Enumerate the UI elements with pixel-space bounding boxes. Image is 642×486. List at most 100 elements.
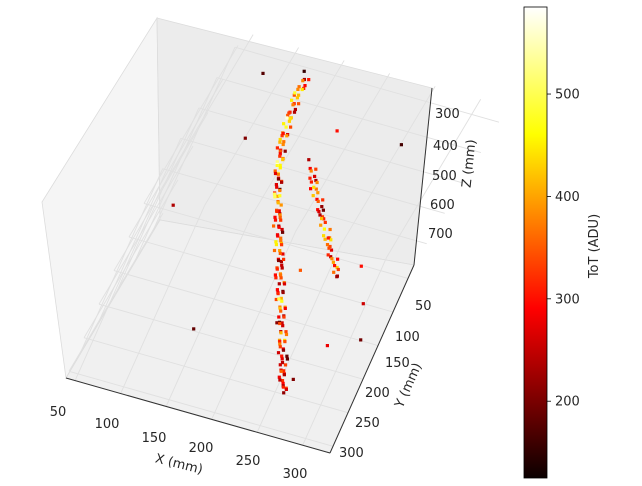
main-track-point	[285, 354, 289, 358]
main-track-point	[279, 236, 283, 240]
branch-track-point	[336, 267, 340, 272]
branch-track-point	[325, 243, 330, 247]
main-track-point	[279, 259, 283, 264]
main-track-point	[297, 85, 301, 89]
z-tick-label: 500	[432, 169, 457, 184]
main-track-point	[293, 107, 297, 112]
main-track-point	[275, 185, 279, 189]
y-tick-label: 200	[365, 386, 390, 401]
grid-line	[386, 99, 482, 258]
main-track-point	[279, 276, 283, 280]
isolated-point	[291, 377, 295, 381]
main-track-point	[284, 125, 288, 129]
main-track-point	[277, 282, 281, 286]
grid-line	[165, 218, 251, 407]
x-tick-label: 50	[50, 405, 67, 420]
isolated-point	[335, 129, 339, 133]
main-track-point	[278, 215, 282, 219]
main-track-point	[278, 149, 282, 153]
main-track-point	[278, 154, 282, 158]
main-track-point	[307, 78, 311, 82]
branch-track-point	[329, 255, 333, 259]
grid-line	[234, 46, 500, 123]
branch-track-point	[326, 236, 330, 240]
main-track-point	[278, 321, 282, 326]
main-track-point	[279, 273, 283, 277]
main-track-point	[286, 113, 290, 117]
colorbar-tick-label: 300	[555, 292, 580, 307]
main-track-point	[278, 152, 282, 156]
main-track-point	[280, 357, 284, 361]
main-track-point	[278, 378, 282, 382]
main-track-point	[288, 117, 292, 121]
branch-track-point	[309, 169, 313, 173]
branch-track-point	[323, 220, 327, 224]
branch-track-point	[329, 238, 333, 242]
main-track-point	[285, 116, 289, 120]
grid-line	[113, 270, 379, 347]
branch-track-point	[314, 178, 318, 183]
main-track-point	[275, 267, 279, 271]
main-track-point	[278, 342, 282, 346]
main-track-point	[278, 251, 282, 255]
main-track-point	[279, 239, 283, 243]
scatter-points	[171, 69, 403, 395]
main-track-point	[277, 315, 281, 319]
branch-track-point	[318, 213, 322, 217]
main-track-point	[278, 166, 282, 170]
main-track-point	[273, 171, 278, 176]
main-track-point	[275, 163, 279, 167]
branch-track-point	[315, 197, 319, 201]
branch-track-point	[331, 260, 335, 264]
main-track-point	[281, 142, 285, 147]
main-track-point	[280, 379, 285, 383]
main-track-point	[293, 91, 297, 95]
main-track-point	[281, 290, 285, 295]
main-track-point	[302, 69, 306, 73]
main-track-point	[279, 203, 283, 207]
main-track-point	[276, 201, 280, 205]
main-track-point	[297, 93, 301, 97]
main-track-point	[278, 140, 282, 144]
main-track-point	[278, 345, 282, 349]
branch-track-point	[326, 253, 330, 257]
isolated-point	[171, 203, 175, 207]
branch-track-point	[314, 187, 318, 191]
main-track-point	[285, 134, 289, 138]
main-track-point	[280, 321, 284, 325]
main-track-point	[284, 332, 289, 337]
y-tick-label: 50	[415, 299, 432, 314]
x-tick-label: 200	[189, 441, 214, 456]
grid-line	[162, 168, 427, 245]
branch-track-point	[320, 217, 324, 221]
branch-track-point	[322, 227, 326, 231]
main-track-point	[274, 183, 278, 187]
isolated-point	[359, 264, 363, 268]
branch-track-point	[321, 198, 325, 202]
main-track-point	[272, 224, 276, 228]
main-track-point	[283, 363, 288, 367]
main-track-point	[272, 248, 277, 253]
branch-track-point	[313, 174, 317, 178]
z-tick-labels: 300 400 500 600 700	[428, 107, 460, 242]
branch-track-point	[323, 237, 327, 241]
main-track-point	[278, 213, 282, 217]
y-tick-label: 150	[385, 356, 410, 371]
branch-track-point	[316, 199, 320, 203]
main-track-point	[276, 177, 281, 181]
isolated-point	[325, 344, 329, 348]
colorbar	[523, 6, 548, 479]
main-track-point	[281, 132, 285, 136]
branch-track-point	[309, 180, 313, 184]
main-track-point	[280, 263, 284, 267]
main-track-point	[278, 163, 282, 167]
colorbar-tick-label: 200	[555, 395, 580, 410]
grid-line	[83, 337, 349, 414]
main-track-point	[276, 172, 280, 176]
branch-track-point	[332, 270, 336, 274]
main-track-point	[297, 102, 301, 106]
z-tick-label: 600	[430, 198, 455, 213]
main-track-point	[272, 192, 277, 196]
main-track-point	[282, 369, 286, 373]
main-track-point	[273, 195, 277, 199]
